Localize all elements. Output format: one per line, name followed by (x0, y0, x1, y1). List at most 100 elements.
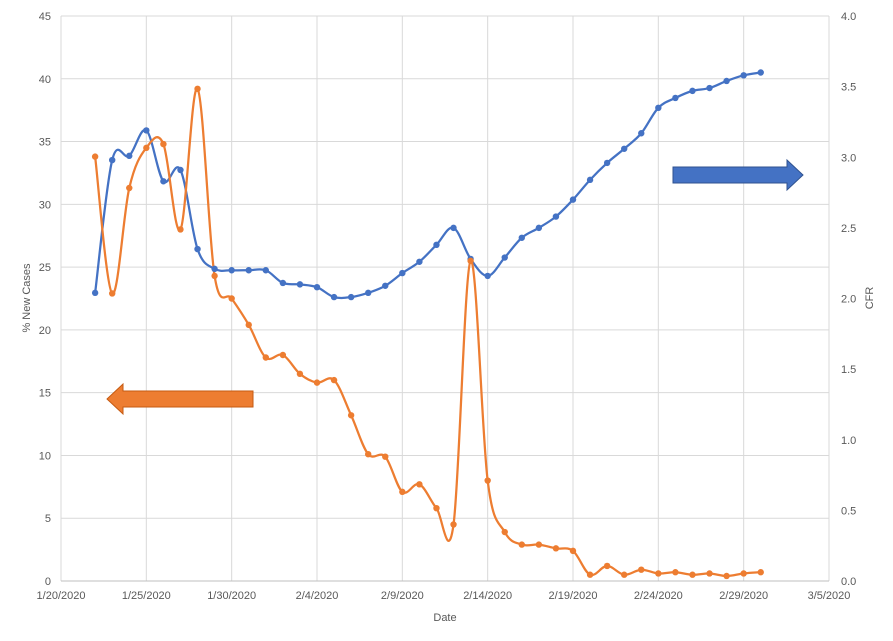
arrows (106, 158, 804, 416)
data-point (586, 571, 594, 578)
x-tick-label: 1/30/2020 (207, 590, 256, 602)
left-y-tick-label: 45 (39, 11, 51, 23)
data-point (365, 450, 372, 458)
data-point (143, 127, 150, 134)
vertical-gridlines (60, 16, 830, 581)
data-point (279, 279, 287, 287)
data-point (262, 354, 269, 361)
data-point (245, 321, 252, 329)
data-point (484, 477, 491, 484)
x-tick-label: 2/29/2020 (719, 590, 768, 602)
data-point (535, 541, 543, 548)
data-point (689, 87, 696, 95)
data-point (194, 245, 201, 253)
x-axis-title: Date (433, 612, 456, 624)
data-point (621, 571, 628, 578)
data-point (399, 488, 406, 496)
series-points (91, 69, 764, 580)
data-point (723, 77, 730, 85)
data-point (672, 569, 679, 576)
data-point (160, 178, 167, 185)
data-point (109, 290, 116, 297)
data-point (143, 144, 150, 152)
right-y-tick-label: 2.5 (841, 223, 856, 235)
data-point (535, 224, 543, 232)
data-point (450, 521, 457, 528)
data-point (126, 152, 133, 160)
right-y-tick-label: 3.0 (841, 152, 856, 164)
left-y-tick-label: 30 (39, 199, 51, 211)
right-y-tick-labels: 0.0 0.5 1.0 1.5 2.0 2.5 3.0 3.5 4.0 (841, 11, 856, 588)
data-point (416, 481, 423, 488)
data-point (603, 159, 611, 167)
left-y-tick-label: 20 (39, 325, 51, 337)
data-point (194, 85, 201, 93)
left-y-tick-label: 35 (39, 137, 51, 149)
data-point (706, 84, 713, 92)
data-point (279, 351, 287, 359)
data-point (552, 545, 560, 552)
data-point (518, 234, 525, 241)
x-tick-label: 3/5/2020 (808, 590, 851, 602)
data-point (245, 267, 252, 274)
data-point (382, 453, 389, 460)
data-point (347, 412, 355, 419)
x-tick-label: 1/25/2020 (122, 590, 171, 602)
data-point (399, 269, 406, 277)
data-point (638, 130, 645, 137)
data-point (91, 153, 99, 160)
right-y-tick-label: 3.5 (841, 82, 856, 94)
data-point (330, 293, 338, 301)
data-point (518, 541, 525, 548)
right-y-tick-label: 0.5 (841, 505, 856, 517)
data-point (569, 547, 577, 555)
data-point (569, 196, 577, 203)
data-point (638, 566, 645, 573)
right-y-tick-label: 1.0 (841, 435, 856, 447)
data-point (211, 272, 218, 280)
right-y-tick-label: 0.0 (841, 576, 856, 588)
data-point (228, 267, 235, 274)
series-line-left-axis (94, 87, 761, 578)
data-point (160, 140, 167, 148)
data-point (365, 289, 372, 297)
data-point (177, 226, 184, 233)
data-point (91, 289, 99, 297)
data-point (586, 176, 594, 184)
data-point (450, 224, 457, 232)
left-y-tick-label: 15 (39, 388, 51, 400)
data-point (723, 572, 730, 580)
right-y-tick-label: 4.0 (841, 11, 856, 23)
x-tick-label: 2/19/2020 (549, 590, 598, 602)
data-point (330, 376, 338, 384)
data-point (603, 562, 611, 570)
data-point (552, 213, 560, 220)
data-point (740, 570, 747, 577)
horizontal-gridlines (61, 15, 829, 582)
x-tick-label: 2/4/2020 (296, 590, 339, 602)
data-point (313, 379, 321, 386)
data-point (211, 265, 218, 273)
data-point (655, 570, 662, 577)
data-point (501, 528, 508, 536)
left-y-tick-labels: 0 5 10 15 20 25 30 35 40 45 (39, 11, 51, 588)
data-point (177, 166, 184, 174)
data-point (296, 370, 304, 378)
data-point (313, 284, 321, 291)
data-point (416, 258, 423, 265)
left-y-axis-title: % New Cases (21, 263, 33, 333)
data-point (262, 267, 269, 274)
data-point (296, 281, 304, 288)
data-point (109, 156, 116, 164)
x-tick-label: 2/24/2020 (634, 590, 683, 602)
right-arrow-icon (672, 158, 804, 192)
x-tick-label: 1/20/2020 (37, 590, 86, 602)
data-point (433, 504, 440, 512)
left-y-tick-label: 40 (39, 74, 51, 86)
data-point (126, 184, 133, 192)
data-point (757, 69, 764, 76)
data-point (689, 571, 696, 578)
data-point (621, 145, 628, 152)
data-point (672, 94, 679, 102)
left-y-tick-label: 10 (39, 450, 51, 462)
